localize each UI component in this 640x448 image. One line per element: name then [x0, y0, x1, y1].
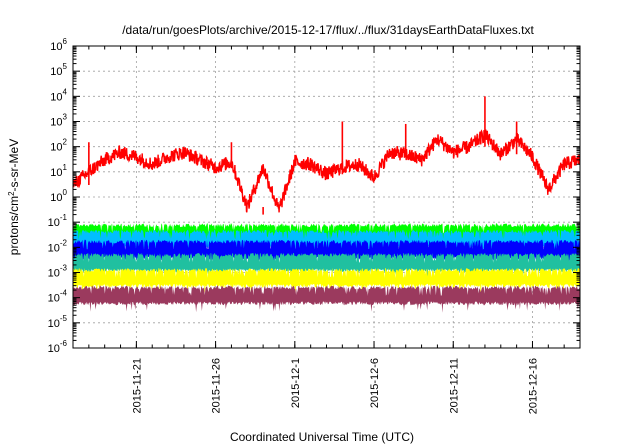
y-tick-label: 10-6	[48, 339, 68, 355]
y-axis: 10-6 10-5 10-4 10-3 10-2 10-1 100 101 102 103 104 1…	[48, 37, 580, 355]
series-band-4	[73, 252, 580, 280]
x-tick-label: 2015-12-6	[369, 358, 381, 408]
x-axis: 2015-11-21 2015-11-26 2015-12-1 2015-12-6 20…	[72, 46, 581, 414]
y-tick-label: 10-2	[48, 238, 68, 254]
chart-title: /data/run/goesPlots/archive/2015-12-17/f…	[122, 23, 534, 37]
x-axis-label: Coordinated Universal Time (UTC)	[230, 430, 414, 444]
y-tick-label: 101	[50, 163, 67, 179]
x-tick-label: 2015-11-21	[131, 358, 143, 413]
x-tick-label: 2015-11-26	[211, 358, 223, 413]
x-tick-label: 2015-12-1	[290, 358, 302, 408]
y-tick-label: 102	[50, 138, 67, 154]
series-red-line	[72, 129, 581, 213]
y-tick-label: 106	[50, 37, 67, 53]
y-tick-label: 104	[50, 87, 67, 103]
y-axis-label: protons/cm2-s-sr-MeV	[7, 139, 22, 255]
series-band-3	[73, 239, 580, 268]
y-tick-label: 10-5	[48, 314, 68, 330]
series-band-6	[73, 285, 580, 313]
y-tick-label: 105	[50, 62, 67, 78]
y-tick-label: 10-3	[48, 264, 68, 280]
y-tick-label: 10-4	[48, 289, 68, 305]
y-tick-label: 100	[50, 188, 67, 204]
y-tick-label: 103	[50, 113, 67, 129]
x-tick-label: 2015-12-16	[527, 358, 539, 414]
y-tick-label: 10-1	[48, 213, 68, 229]
series-layer	[72, 96, 581, 313]
series-band-2	[73, 229, 580, 258]
x-tick-label: 2015-12-11	[448, 358, 460, 413]
